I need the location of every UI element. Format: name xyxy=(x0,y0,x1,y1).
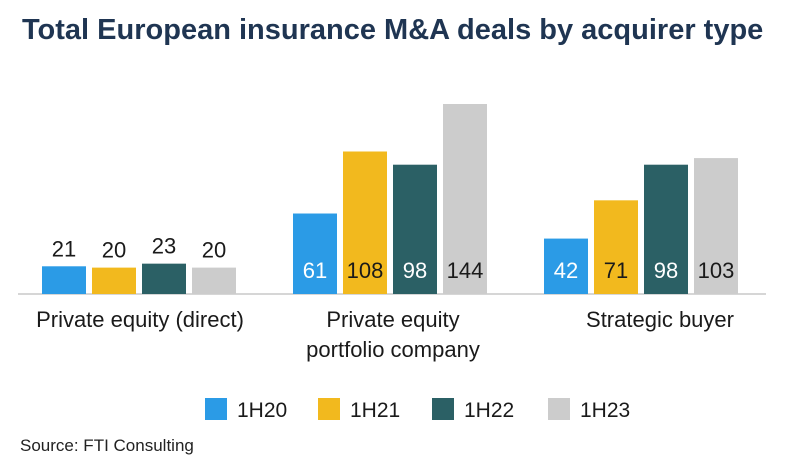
legend-label: 1H21 xyxy=(350,399,400,422)
bar-1h20-cat1 xyxy=(42,266,86,294)
data-label: 71 xyxy=(604,258,628,283)
data-label: 144 xyxy=(447,258,484,283)
legend-swatch-1h22 xyxy=(432,398,454,420)
legend-label: 1H20 xyxy=(237,399,287,422)
bar-1h23-cat2 xyxy=(443,104,487,294)
bar-1h21-cat2 xyxy=(343,151,387,294)
data-label: 21 xyxy=(52,236,76,261)
bar-1h23-cat1 xyxy=(192,267,236,294)
category-label: Private equity xyxy=(326,307,459,332)
category-label: Strategic buyer xyxy=(586,307,734,332)
chart-title: Total European insurance M&A deals by ac… xyxy=(22,14,764,46)
bar-1h21-cat3 xyxy=(594,200,638,294)
bar-1h21-cat1 xyxy=(92,267,136,294)
data-label: 42 xyxy=(554,258,578,283)
bar-1h22-cat3 xyxy=(644,164,688,294)
data-label: 61 xyxy=(303,258,327,283)
bar-1h22-cat2 xyxy=(393,164,437,294)
legend-label: 1H22 xyxy=(464,399,514,422)
data-label: 20 xyxy=(202,238,226,263)
category-label: Private equity (direct) xyxy=(36,307,244,332)
bar-1h20-cat2 xyxy=(293,213,337,294)
data-label: 108 xyxy=(347,258,384,283)
legend-swatch-1h20 xyxy=(205,398,227,420)
data-label: 98 xyxy=(654,258,678,283)
bar-1h22-cat1 xyxy=(142,263,186,294)
data-label: 20 xyxy=(102,238,126,263)
data-label: 23 xyxy=(152,234,176,259)
legend-label: 1H23 xyxy=(580,399,630,422)
source-note: Source: FTI Consulting xyxy=(20,436,194,455)
category-label: portfolio company xyxy=(306,337,480,362)
bar-1h20-cat3 xyxy=(544,238,588,294)
legend-swatch-1h21 xyxy=(318,398,340,420)
data-label: 103 xyxy=(698,258,735,283)
bar-1h23-cat3 xyxy=(694,158,738,294)
data-label: 98 xyxy=(403,258,427,283)
legend-swatch-1h23 xyxy=(548,398,570,420)
